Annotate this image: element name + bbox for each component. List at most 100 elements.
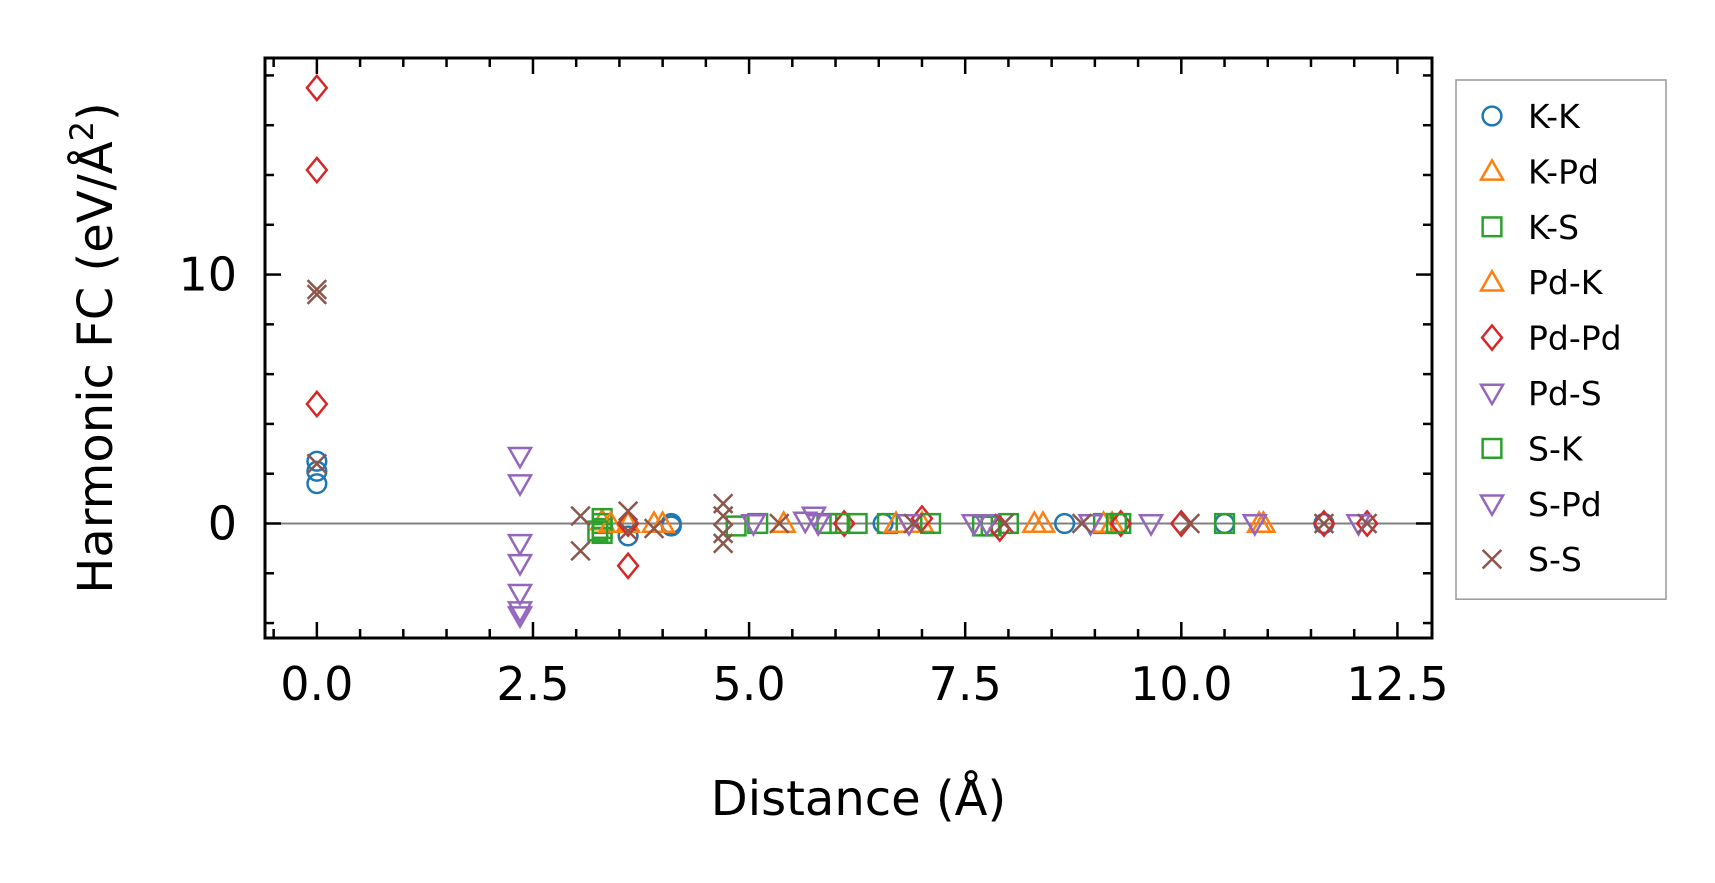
x-tick-label: 5.0 xyxy=(713,657,786,711)
legend-label: S-S xyxy=(1528,540,1582,579)
legend-marker-s-s xyxy=(1481,548,1503,570)
data-point-s-pd xyxy=(1241,513,1268,538)
data-point-k-s xyxy=(725,515,747,537)
data-point-s-s xyxy=(712,523,734,544)
legend-item-k-k: K-K xyxy=(1481,97,1581,136)
data-point-s-s xyxy=(306,453,328,474)
legend: K-K K-Pd K-S Pd-K Pd-Pd Pd-S S-K S-Pd S-S xyxy=(1455,79,1667,600)
legend-item-s-pd: S-Pd xyxy=(1478,485,1602,524)
legend-label: K-Pd xyxy=(1528,152,1599,191)
data-point-s-s xyxy=(1179,513,1201,534)
series-pd-pd xyxy=(305,73,1379,580)
series-s-s xyxy=(306,279,1378,562)
data-point-pd-s xyxy=(506,583,534,607)
legend-marker-pd-pd xyxy=(1480,323,1504,352)
data-point-s-s xyxy=(769,513,790,534)
x-tick-label: 7.5 xyxy=(929,657,1002,711)
data-point-s-pd xyxy=(740,513,767,538)
y-axis-label: Harmonic FC (eV/Å2) xyxy=(63,102,124,594)
data-point-s-s xyxy=(1356,513,1378,534)
data-point-k-k xyxy=(306,450,328,472)
series-pd-s xyxy=(506,446,1104,630)
y-axis-label-main: Harmonic FC (eV/Å xyxy=(67,141,124,594)
data-point-pd-pd xyxy=(305,389,329,419)
data-point-k-s xyxy=(846,512,868,535)
series-s-k xyxy=(587,512,1128,542)
data-point-pd-s xyxy=(506,533,534,557)
legend-item-pd-pd: Pd-Pd xyxy=(1480,319,1622,358)
data-point-s-s xyxy=(903,513,924,534)
data-point-s-s xyxy=(712,505,734,527)
legend-label: Pd-K xyxy=(1528,263,1604,302)
data-point-k-k xyxy=(1054,512,1076,535)
legend-label: Pd-S xyxy=(1528,374,1602,413)
x-tick-label: 2.5 xyxy=(496,657,569,711)
data-point-pd-k xyxy=(1245,509,1273,533)
legend-marker-s-pd xyxy=(1478,494,1506,518)
x-axis-label: Distance (Å) xyxy=(711,770,1006,827)
x-tick-label: 0.0 xyxy=(280,657,353,711)
data-point-pd-pd xyxy=(616,551,640,580)
data-point-s-k xyxy=(829,512,851,535)
data-point-k-k xyxy=(306,460,328,482)
legend-item-k-pd: K-Pd xyxy=(1478,152,1599,191)
data-point-k-k xyxy=(617,525,639,547)
data-point-pd-s xyxy=(506,601,534,625)
x-tick-label: 10.0 xyxy=(1130,657,1232,711)
data-point-pd-pd xyxy=(305,73,329,102)
data-point-k-s xyxy=(997,512,1020,535)
legend-marker-pd-k xyxy=(1478,268,1506,292)
legend-marker-k-s xyxy=(1481,216,1503,238)
legend-label: Pd-Pd xyxy=(1528,319,1622,358)
data-point-k-s xyxy=(1213,512,1236,535)
legend-item-s-s: S-S xyxy=(1481,540,1582,579)
legend-marker-s-k xyxy=(1481,437,1503,459)
data-point-s-s xyxy=(712,533,734,554)
data-point-pd-pd xyxy=(305,155,329,185)
data-point-s-s xyxy=(993,513,1015,534)
y-tick-label: 10 xyxy=(178,248,237,302)
legend-marker-k-pd xyxy=(1478,157,1506,181)
data-point-pd-s xyxy=(960,513,987,538)
data-point-pd-k xyxy=(1021,509,1048,533)
data-point-pd-pd xyxy=(1169,509,1193,538)
data-point-k-k xyxy=(306,473,328,495)
legend-item-s-k: S-K xyxy=(1481,429,1584,468)
data-point-pd-pd xyxy=(616,509,640,538)
data-point-pd-s xyxy=(506,553,534,577)
data-point-k-s xyxy=(591,522,613,545)
legend-marker-k-k xyxy=(1481,105,1503,127)
data-point-pd-pd xyxy=(1355,509,1379,538)
data-point-s-k xyxy=(1105,512,1128,535)
data-point-pd-pd xyxy=(1312,509,1336,538)
legend-item-k-s: K-S xyxy=(1481,208,1579,247)
data-point-pd-s xyxy=(506,446,534,470)
legend-item-pd-k: Pd-K xyxy=(1478,263,1604,302)
data-point-pd-s xyxy=(506,474,534,498)
plot-area-frame xyxy=(263,56,1434,640)
data-point-s-s xyxy=(570,505,591,527)
data-point-s-pd xyxy=(805,513,832,538)
data-point-s-k xyxy=(587,520,609,542)
data-point-s-s xyxy=(617,520,639,542)
data-point-s-s xyxy=(617,500,639,522)
y-tick-label: 0 xyxy=(208,496,237,550)
data-point-s-s xyxy=(1071,513,1093,534)
data-point-pd-pd xyxy=(1109,509,1133,538)
data-point-pd-pd xyxy=(832,509,856,538)
y-axis-label-superscript: 2 xyxy=(63,121,101,141)
data-point-s-pd xyxy=(1137,513,1165,538)
data-point-s-k xyxy=(920,512,942,535)
legend-label: K-K xyxy=(1528,97,1581,136)
legend-label: S-K xyxy=(1528,429,1584,468)
data-point-pd-s xyxy=(506,606,534,630)
data-point-s-pd xyxy=(973,513,1000,538)
legend-label: K-S xyxy=(1528,208,1579,247)
y-axis-label-close: ) xyxy=(68,102,124,121)
legend-label: S-Pd xyxy=(1528,485,1602,524)
x-tick-label: 12.5 xyxy=(1346,657,1448,711)
data-point-s-s xyxy=(306,284,328,305)
data-point-s-s xyxy=(570,540,591,562)
data-point-s-s xyxy=(1313,513,1335,534)
